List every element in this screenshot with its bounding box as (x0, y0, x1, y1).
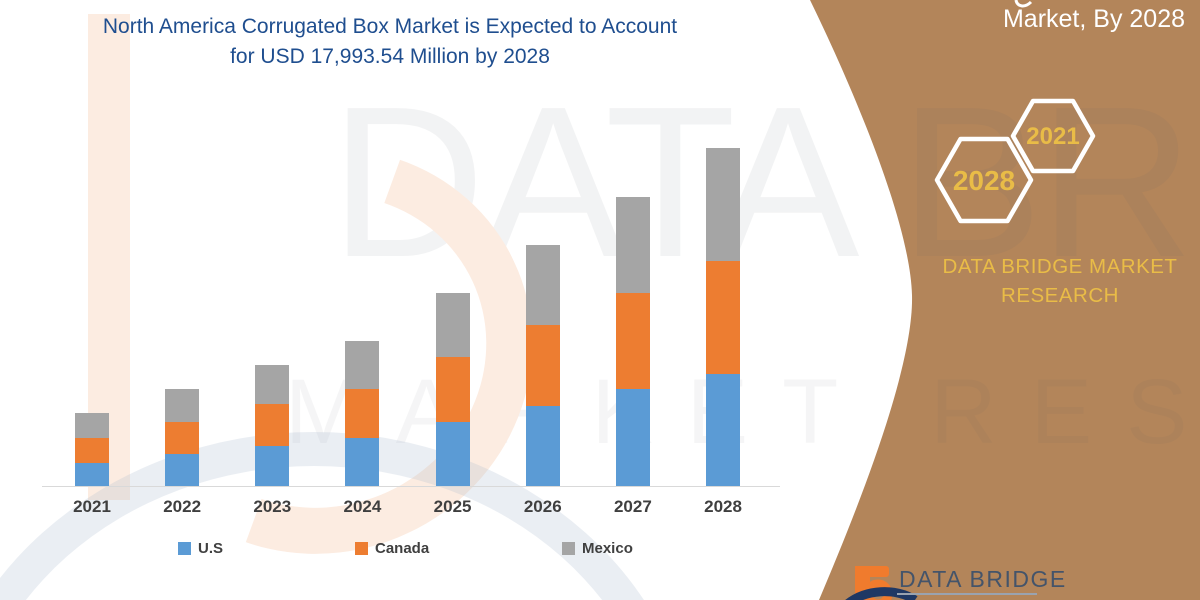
clipped-text-descender (1014, 0, 1033, 8)
bar-2027-segment-us (615, 389, 650, 486)
bar-2026-segment-canada (525, 325, 560, 406)
bar-2027-segment-mexico (615, 196, 650, 294)
hexagon-2028 (934, 136, 1034, 224)
legend-swatch-canada (355, 542, 368, 555)
bar-2028-segment-canada (706, 260, 741, 375)
chart-title-line2: for USD 17,993.54 Million by 2028 (230, 45, 550, 68)
brown-curve (810, 0, 1200, 600)
legend-label-us: U.S (198, 540, 224, 557)
chart-legend: U.S Canada Mexico (0, 540, 790, 562)
footer-sub-text-clipped: MARKET RESEARCH (899, 597, 1061, 600)
x-axis-label-2026: 2026 (523, 497, 562, 516)
x-axis-label-2023: 2023 (253, 497, 292, 516)
stacked-bar-chart (75, 148, 741, 486)
bar-2022-segment-us (165, 454, 200, 486)
logo-swoosh (845, 587, 918, 600)
brand-text-line1: DATA BRIDGE MARKET (942, 255, 1178, 278)
bar-2021-segment-canada (75, 437, 109, 463)
x-axis-line (42, 486, 780, 487)
bar-2021-segment-mexico (75, 412, 109, 438)
bar-2024 (345, 341, 380, 486)
x-axis-label-2028: 2028 (704, 497, 742, 516)
x-axis-label-2027: 2027 (613, 497, 652, 516)
bar-2022 (165, 389, 200, 486)
chart-title-line1: North America Corrugated Box Market is E… (102, 15, 678, 38)
chart-title: North America Corrugated Box Market is E… (35, 12, 745, 72)
bar-2023-segment-canada (255, 404, 290, 447)
bar-2025-segment-mexico (435, 293, 470, 357)
legend-label-canada: Canada (375, 540, 430, 557)
side-panel-heading: Market, By 2028 (1002, 5, 1185, 33)
bar-2024-segment-us (345, 438, 380, 486)
legend-swatch-us (178, 542, 191, 555)
bar-2028-segment-us (706, 374, 741, 486)
bar-2024-segment-mexico (345, 341, 380, 390)
bar-2025-segment-canada (435, 356, 470, 423)
legend-label-mexico: Mexico (582, 540, 633, 557)
x-axis-label-2022: 2022 (163, 497, 202, 516)
bar-2027 (615, 196, 650, 486)
brand-text: DATA BRIDGE MARKET RESEARCH (920, 252, 1200, 310)
bar-2021-segment-us (75, 462, 109, 486)
bar-2021 (75, 412, 109, 486)
data-bridge-logo (845, 566, 918, 600)
bar-2027-segment-canada (615, 293, 650, 390)
legend-item-us: U.S (178, 540, 223, 557)
legend-item-mexico: Mexico (562, 540, 633, 557)
bar-2022-segment-mexico (165, 389, 200, 422)
bar-2023 (255, 365, 290, 486)
logo-b-arm (855, 566, 889, 577)
x-axis-label-2025: 2025 (433, 497, 472, 516)
bar-2023-segment-us (255, 446, 290, 486)
bar-2026-segment-us (525, 405, 560, 486)
bar-2025 (435, 293, 470, 486)
hexagon-2021-label: 2021 (1026, 123, 1079, 150)
hexagon-2028-label: 2028 (953, 165, 1015, 196)
bar-2022-segment-canada (165, 421, 200, 455)
footer-brand-text: DATA BRIDGE (899, 566, 1067, 592)
legend-item-canada: Canada (355, 540, 429, 557)
footer-underline (897, 593, 1037, 595)
bar-2028-segment-mexico (706, 148, 741, 261)
hexagon-2021 (1010, 98, 1096, 174)
bar-2028 (706, 148, 741, 486)
x-axis-label-2021: 2021 (73, 497, 111, 516)
bar-2026-segment-mexico (525, 244, 560, 326)
bar-2025-segment-us (435, 422, 470, 486)
brand-text-line2: RESEARCH (1001, 284, 1119, 307)
bar-2023-segment-mexico (255, 365, 290, 405)
x-axis-labels: 2021 2022 2023 2024 2025 2026 2027 2028 (0, 497, 790, 521)
legend-swatch-mexico (562, 542, 575, 555)
bar-2026 (525, 244, 560, 486)
x-axis-label-2024: 2024 (343, 497, 382, 516)
year-hexagons: 2021 2028 (934, 98, 1096, 224)
bar-2024-segment-canada (345, 389, 380, 439)
